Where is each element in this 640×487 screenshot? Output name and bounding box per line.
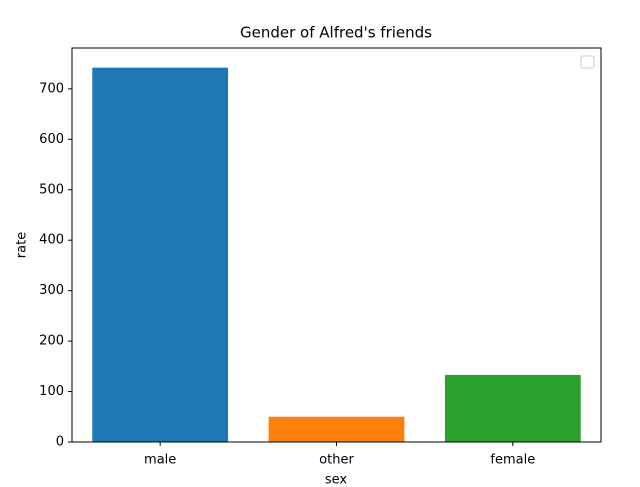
y-tick-label: 600 [39,132,64,147]
y-tick-label: 200 [39,334,64,349]
bar [92,67,229,442]
y-tick-label: 400 [39,233,64,248]
y-tick-label: 300 [39,283,64,298]
plot-area [92,67,581,442]
y-tick-label: 700 [39,81,64,96]
y-tick-label: 0 [56,435,64,450]
y-tick-label: 100 [39,384,64,399]
x-tick-label: other [319,453,354,468]
y-tick-label: 500 [39,182,64,197]
legend-box [580,55,595,69]
y-axis-label: rate [15,232,30,258]
bar [444,374,581,442]
x-tick-label: male [144,453,176,468]
x-tick-label: female [490,453,535,468]
chart-title: Gender of Alfred's friends [240,24,432,42]
x-axis-label: sex [325,473,348,487]
bar [268,416,405,442]
